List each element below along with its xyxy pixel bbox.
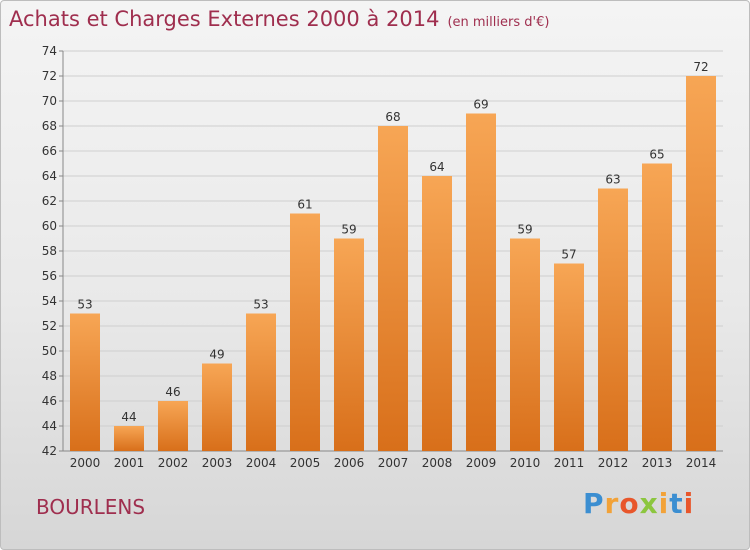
x-tick-label: 2006 — [334, 456, 365, 470]
logo-letter: t — [669, 487, 684, 520]
data-label: 49 — [209, 348, 224, 362]
x-tick-label: 2010 — [510, 456, 541, 470]
y-tick-label: 74 — [42, 44, 57, 58]
y-tick-label: 60 — [42, 219, 57, 233]
y-tick-label: 56 — [42, 269, 57, 283]
data-label: 64 — [429, 160, 444, 174]
chart-subtitle: (en milliers d'€) — [447, 15, 550, 30]
data-label: 63 — [605, 173, 620, 187]
bar-2001 — [114, 426, 144, 451]
y-tick-label: 66 — [42, 144, 57, 158]
proxiti-logo: Proxiti — [583, 487, 694, 520]
bar-2006 — [334, 238, 364, 451]
bar-2000 — [70, 313, 100, 451]
data-label: 69 — [473, 98, 488, 112]
logo-letter: o — [619, 487, 640, 520]
x-tick-label: 2009 — [466, 456, 497, 470]
bar-2003 — [202, 363, 232, 451]
x-tick-label: 2001 — [114, 456, 145, 470]
x-tick-label: 2005 — [290, 456, 321, 470]
data-label: 61 — [297, 198, 312, 212]
y-tick-label: 58 — [42, 244, 57, 258]
logo-letter: x — [639, 487, 659, 520]
data-label: 46 — [165, 385, 180, 399]
logo-letter: i — [683, 487, 695, 520]
bar-2002 — [158, 401, 188, 451]
chart-title: Achats et Charges Externes 2000 à 2014 (e… — [9, 7, 549, 31]
x-tick-label: 2013 — [642, 456, 673, 470]
logo-letter: i — [658, 487, 670, 520]
y-tick-label: 50 — [42, 344, 57, 358]
x-tick-label: 2008 — [422, 456, 453, 470]
data-label: 72 — [693, 60, 708, 74]
logo-letter: r — [604, 487, 620, 520]
y-tick-label: 68 — [42, 119, 57, 133]
bar-2014 — [686, 76, 716, 451]
x-tick-label: 2003 — [202, 456, 233, 470]
chart-title-text: Achats et Charges Externes 2000 à 2014 — [9, 7, 440, 31]
data-label: 59 — [341, 223, 356, 237]
y-tick-label: 48 — [42, 369, 57, 383]
y-tick-label: 62 — [42, 194, 57, 208]
data-label: 53 — [77, 298, 92, 312]
y-tick-label: 44 — [42, 419, 57, 433]
x-tick-label: 2007 — [378, 456, 409, 470]
bar-2009 — [466, 113, 496, 451]
y-tick-label: 72 — [42, 69, 57, 83]
x-tick-label: 2011 — [554, 456, 585, 470]
y-tick-label: 42 — [42, 444, 57, 458]
data-label: 59 — [517, 223, 532, 237]
bar-2011 — [554, 263, 584, 451]
x-tick-label: 2012 — [598, 456, 629, 470]
bar-2005 — [290, 213, 320, 451]
bar-2007 — [378, 126, 408, 451]
y-tick-label: 46 — [42, 394, 57, 408]
data-label: 65 — [649, 148, 664, 162]
x-tick-label: 2000 — [70, 456, 101, 470]
bar-2008 — [422, 176, 452, 451]
x-tick-label: 2014 — [686, 456, 717, 470]
bar-2004 — [246, 313, 276, 451]
y-tick-label: 54 — [42, 294, 57, 308]
x-tick-label: 2004 — [246, 456, 277, 470]
data-label: 53 — [253, 298, 268, 312]
bar-2012 — [598, 188, 628, 451]
y-tick-label: 70 — [42, 94, 57, 108]
data-label: 57 — [561, 248, 576, 262]
y-tick-label: 64 — [42, 169, 57, 183]
data-label: 68 — [385, 110, 400, 124]
bar-2010 — [510, 238, 540, 451]
commune-name: BOURLENS — [36, 495, 146, 519]
x-tick-label: 2002 — [158, 456, 189, 470]
bar-2013 — [642, 163, 672, 451]
data-label: 44 — [121, 410, 136, 424]
y-tick-label: 52 — [42, 319, 57, 333]
logo-letter: P — [583, 487, 605, 520]
